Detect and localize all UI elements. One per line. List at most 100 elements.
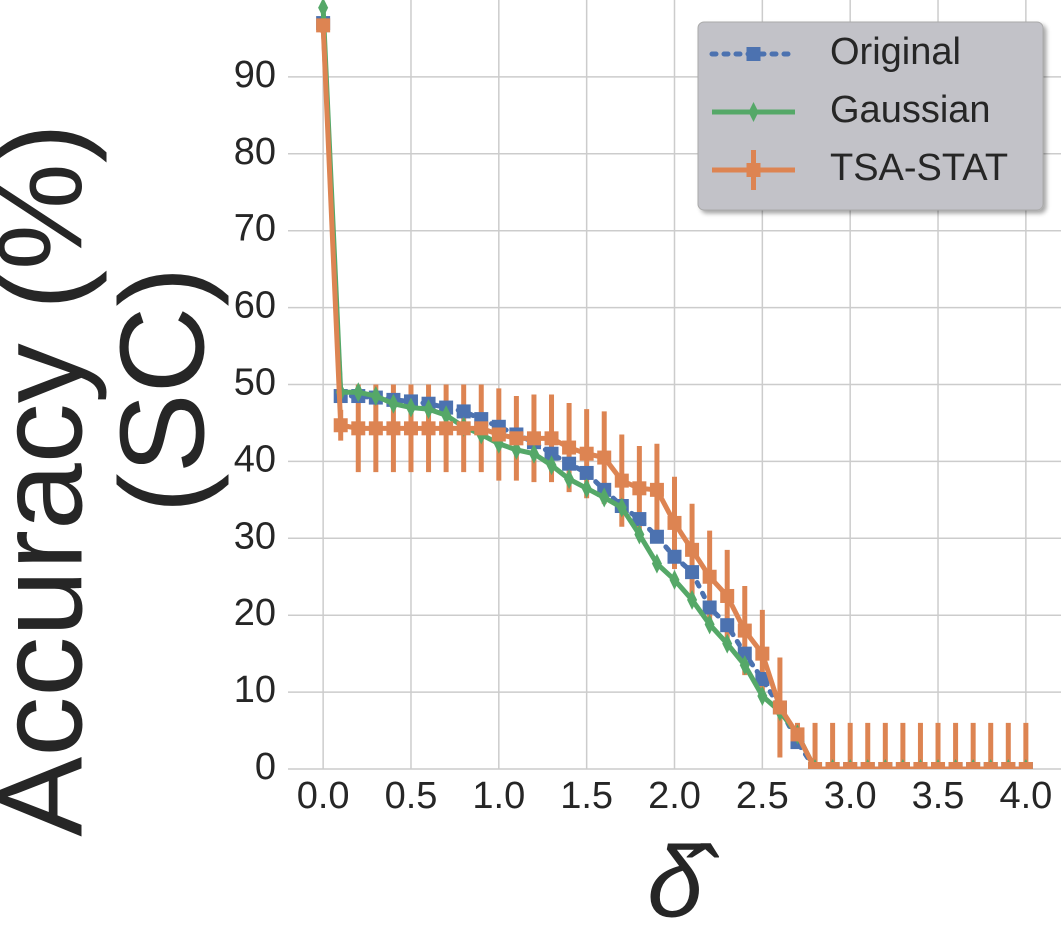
marker bbox=[632, 512, 647, 527]
marker bbox=[562, 440, 577, 455]
x-tick-label: 3.5 bbox=[912, 775, 965, 817]
y-tick-label: 10 bbox=[234, 669, 276, 711]
x-tick-label: 3.0 bbox=[824, 775, 877, 817]
marker bbox=[634, 524, 645, 545]
marker bbox=[667, 549, 682, 564]
marker bbox=[649, 482, 664, 497]
x-tick-label: 0.0 bbox=[297, 775, 350, 817]
marker bbox=[597, 450, 612, 465]
marker bbox=[403, 421, 418, 436]
marker bbox=[790, 727, 805, 742]
marker bbox=[579, 465, 594, 480]
marker bbox=[739, 655, 750, 676]
x-tick-label: 1.5 bbox=[560, 775, 613, 817]
legend-box bbox=[697, 21, 1044, 211]
marker bbox=[825, 762, 840, 769]
marker bbox=[808, 762, 823, 769]
marker bbox=[757, 685, 768, 706]
marker bbox=[546, 455, 557, 476]
marker bbox=[421, 421, 436, 436]
marker bbox=[1018, 762, 1033, 769]
axes: 0 10 20 30 40 50 60 70 80 90 0.0 0.5 1.0 1.5 2.0 2.5 3.0… bbox=[234, 54, 1053, 817]
y-axis-label: (SC) bbox=[96, 267, 230, 514]
plot-area bbox=[316, 0, 1033, 769]
marker bbox=[614, 473, 629, 488]
marker bbox=[966, 762, 981, 769]
marker bbox=[386, 421, 401, 436]
marker bbox=[562, 456, 577, 471]
marker bbox=[509, 431, 524, 446]
marker bbox=[388, 393, 399, 414]
marker bbox=[737, 623, 752, 638]
marker bbox=[983, 762, 998, 769]
legend-label: Original bbox=[830, 31, 961, 73]
marker bbox=[651, 553, 662, 574]
marker bbox=[720, 618, 735, 633]
marker bbox=[423, 399, 434, 420]
x-tick-label: 0.5 bbox=[385, 775, 438, 817]
marker bbox=[528, 443, 539, 464]
marker bbox=[895, 762, 910, 769]
marker bbox=[746, 163, 761, 177]
marker bbox=[669, 569, 680, 590]
marker bbox=[441, 405, 452, 426]
grid bbox=[288, 0, 1061, 770]
marker bbox=[439, 421, 454, 436]
marker bbox=[474, 421, 489, 436]
marker bbox=[351, 421, 366, 436]
marker bbox=[316, 18, 331, 33]
marker bbox=[913, 762, 928, 769]
marker bbox=[685, 565, 700, 580]
marker bbox=[687, 589, 698, 610]
y-tick-label: 90 bbox=[234, 54, 276, 96]
marker bbox=[748, 102, 759, 122]
marker bbox=[704, 614, 715, 635]
marker bbox=[333, 418, 348, 433]
y-tick-label: 20 bbox=[234, 592, 276, 634]
legend-label: Gaussian bbox=[830, 89, 991, 131]
marker bbox=[526, 431, 541, 446]
legend-label: TSA-STAT bbox=[830, 147, 1008, 189]
marker bbox=[649, 529, 664, 544]
x-tick-label: 4.0 bbox=[999, 775, 1052, 817]
marker bbox=[843, 762, 858, 769]
marker bbox=[544, 446, 559, 461]
marker bbox=[370, 386, 381, 407]
marker bbox=[491, 427, 506, 442]
y-axis-label: Accuracy (%) bbox=[0, 123, 108, 836]
marker bbox=[702, 569, 717, 584]
marker bbox=[702, 600, 717, 615]
x-tick-label: 2.0 bbox=[648, 775, 701, 817]
marker bbox=[564, 469, 575, 490]
y-tick-label: 50 bbox=[234, 362, 276, 404]
marker bbox=[616, 497, 627, 518]
marker bbox=[722, 633, 733, 654]
legend: Original Gaussian TSA-STAT bbox=[697, 21, 1044, 211]
marker bbox=[456, 421, 471, 436]
marker bbox=[581, 478, 592, 499]
marker bbox=[405, 397, 416, 418]
marker bbox=[720, 588, 735, 603]
marker bbox=[755, 672, 770, 687]
marker bbox=[667, 515, 682, 530]
marker bbox=[878, 762, 893, 769]
marker bbox=[368, 421, 383, 436]
marker bbox=[599, 487, 610, 508]
marker bbox=[755, 646, 770, 661]
marker bbox=[931, 762, 946, 769]
x-tick-label: 2.5 bbox=[736, 775, 789, 817]
marker bbox=[948, 762, 963, 769]
y-tick-label: 40 bbox=[234, 438, 276, 480]
y-tick-label: 70 bbox=[234, 208, 276, 250]
marker bbox=[456, 404, 471, 419]
y-tick-label: 80 bbox=[234, 131, 276, 173]
marker bbox=[544, 431, 559, 446]
marker bbox=[318, 0, 329, 18]
y-tick-label: 30 bbox=[234, 515, 276, 557]
y-tick-label: 0 bbox=[255, 746, 276, 788]
marker bbox=[860, 762, 875, 769]
marker bbox=[632, 481, 647, 496]
marker bbox=[746, 47, 761, 61]
marker bbox=[353, 382, 364, 403]
